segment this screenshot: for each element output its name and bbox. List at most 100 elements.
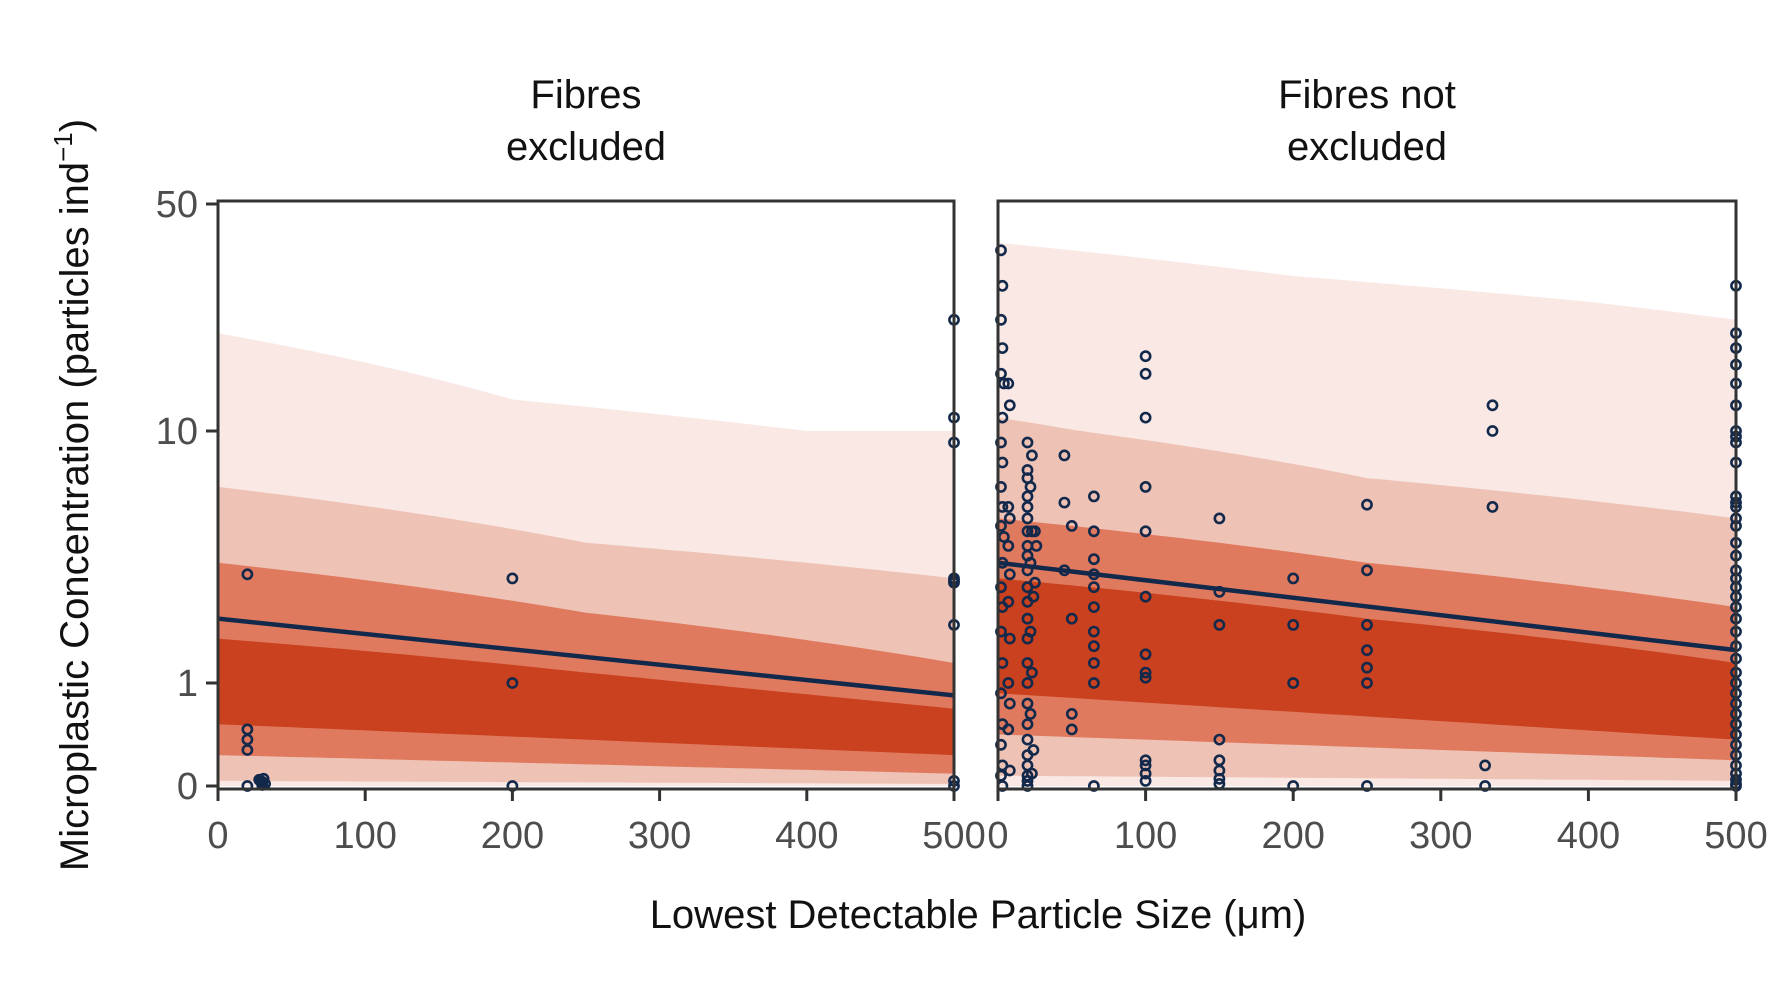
y-tick-label: 10 [156, 411, 198, 453]
y-axis-title: Microplastic Concentration (particles in… [48, 119, 97, 871]
data-point [1361, 780, 1373, 792]
data-point [1027, 590, 1040, 603]
data-point [1213, 772, 1226, 785]
band-inner [998, 578, 1736, 740]
x-tick-label: 400 [1557, 815, 1620, 857]
data-point [1065, 612, 1078, 625]
x-tick-label: 100 [333, 815, 396, 857]
data-point [1065, 520, 1078, 532]
data-point [1002, 595, 1015, 608]
data-point [995, 244, 1007, 257]
data-point [1088, 677, 1100, 689]
x-tick-label: 200 [481, 815, 544, 857]
data-point [1026, 449, 1038, 462]
data-point [1139, 754, 1152, 767]
data-point [1003, 697, 1016, 710]
data-point [1088, 780, 1100, 792]
data-point [1088, 581, 1100, 594]
data-point [1486, 500, 1499, 513]
data-point [1021, 718, 1034, 731]
data-point [1058, 564, 1071, 577]
data-point [1139, 648, 1152, 661]
data-point [1088, 553, 1100, 566]
data-point [995, 581, 1007, 594]
data-point [241, 744, 254, 756]
x-tick-label: 300 [1409, 815, 1472, 857]
data-point [1139, 666, 1152, 679]
data-point [1003, 764, 1016, 777]
data-point [1139, 767, 1152, 780]
data-point [506, 572, 519, 585]
data-point [1021, 657, 1034, 669]
x-tick-label: 300 [628, 815, 691, 857]
data-point [1065, 723, 1078, 736]
data-point [1021, 697, 1034, 710]
data-point [1139, 671, 1152, 684]
data-point [241, 780, 254, 792]
x-tick-label: 100 [1114, 815, 1177, 857]
data-point [1213, 619, 1226, 631]
data-point [1213, 585, 1226, 598]
fit-line [217, 616, 955, 698]
data-point [995, 520, 1007, 532]
data-point [1486, 425, 1499, 437]
data-point [1021, 677, 1034, 689]
panel-title-line2: excluded [506, 125, 666, 169]
data-point [1002, 677, 1015, 689]
data-point [1088, 657, 1100, 669]
band-inner [218, 638, 954, 756]
data-point [1139, 350, 1152, 363]
data-point [1139, 525, 1152, 538]
data-point [1139, 411, 1152, 424]
data-point [1058, 449, 1071, 462]
data-point [1003, 399, 1016, 412]
data-point [1361, 564, 1373, 577]
data-point [1021, 500, 1034, 513]
data-point [1024, 556, 1037, 569]
data-point [995, 436, 1007, 449]
data-point [1024, 708, 1037, 720]
data-point [1088, 640, 1100, 653]
data-point [1002, 500, 1015, 513]
data-point [1029, 576, 1041, 589]
data-point [995, 738, 1007, 751]
data-point [1002, 723, 1015, 736]
y-tick-label: 0 [177, 766, 198, 808]
fit-line [997, 560, 1737, 653]
data-point [1002, 377, 1015, 390]
data-point [1003, 512, 1016, 525]
credible-bands [998, 242, 1736, 786]
data-point [995, 625, 1007, 638]
data-point [1021, 525, 1034, 538]
panel-fibres-not-excluded: Fibres not excluded [995, 73, 1742, 792]
data-point [1361, 619, 1373, 631]
data-point [1088, 525, 1100, 538]
x-tick-label: 200 [1261, 815, 1324, 857]
data-point [1002, 540, 1015, 552]
data-point [1003, 632, 1016, 645]
x-axis-title: Lowest Detectable Particle Size (μm) [650, 893, 1307, 937]
data-point [1021, 733, 1034, 746]
data-point [1213, 512, 1226, 525]
data-point [1026, 767, 1038, 780]
data-point [1213, 733, 1226, 746]
y-tick-label: 1 [177, 663, 198, 705]
panel-title-line2: excluded [1287, 125, 1447, 169]
data-point [506, 677, 519, 689]
data-point [1361, 644, 1373, 657]
panel-fibres-excluded: Fibres excluded [216, 73, 960, 792]
data-point [1024, 625, 1037, 638]
data-point [1486, 399, 1499, 412]
x-tick-label: 500 [922, 815, 985, 857]
panel-title-line1: Fibres [530, 73, 641, 117]
data-point [1030, 540, 1043, 552]
data-point [1287, 619, 1300, 631]
data-point [1021, 780, 1034, 792]
data-point [241, 568, 254, 581]
data-point [995, 313, 1007, 326]
data-point [995, 480, 1007, 493]
panel-frame [216, 199, 956, 791]
panel-title-line1: Fibres not [1278, 73, 1456, 117]
